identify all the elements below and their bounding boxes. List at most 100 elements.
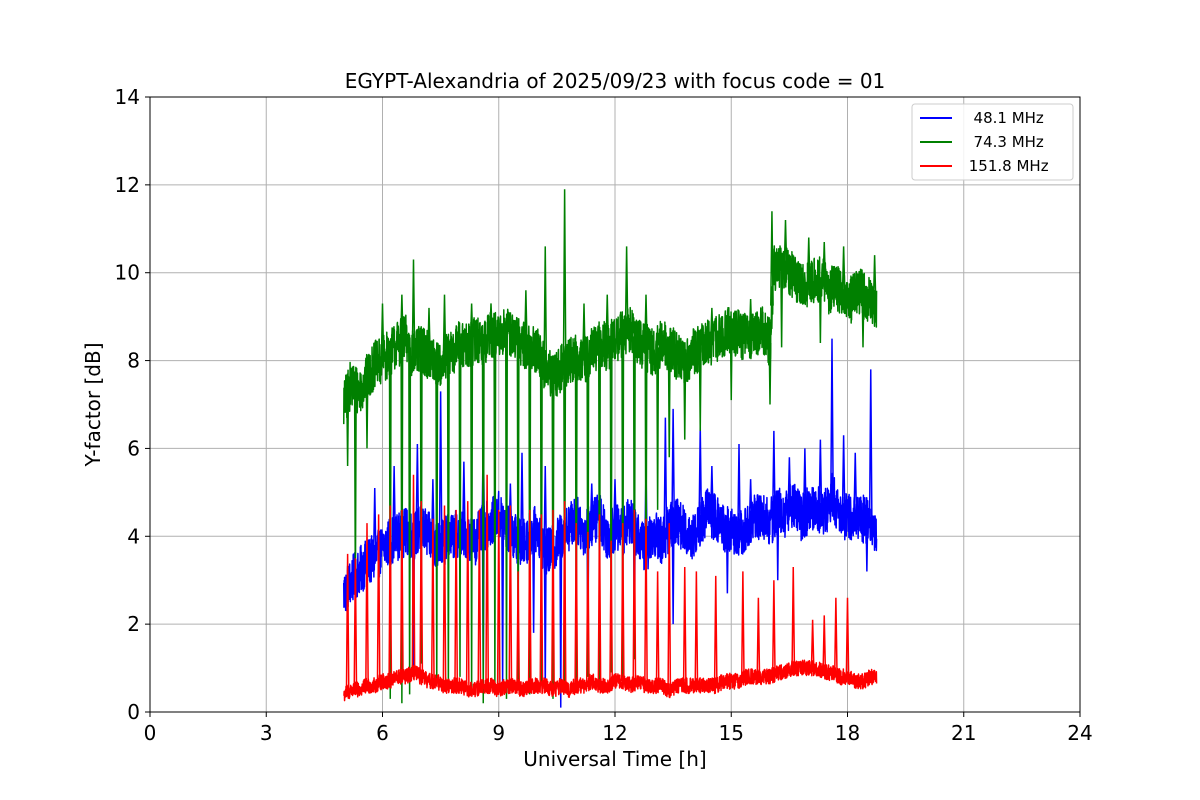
series-spike [841, 246, 846, 295]
series-spike [430, 479, 435, 541]
series-spike [442, 505, 447, 686]
series-spike [822, 241, 827, 284]
legend: 48.1 MHz 74.3 MHz 151.8 MHz [911, 103, 1074, 181]
series-spike [516, 571, 521, 688]
series-line [343, 245, 878, 425]
series-dip [725, 529, 729, 594]
x-axis-label: Universal Time [h] [523, 747, 706, 771]
series-spike [508, 312, 513, 335]
series-spike [539, 514, 544, 686]
x-tick-label: 12 [602, 721, 627, 745]
series-dip [493, 336, 497, 691]
x-tick-label: 0 [144, 721, 157, 745]
series-spike [822, 615, 827, 673]
series-spike [461, 461, 466, 535]
series-spike [818, 439, 823, 510]
series-spike [489, 303, 493, 335]
x-tick-label: 9 [492, 721, 505, 745]
series-dip [609, 342, 613, 673]
series-spike [399, 294, 404, 341]
series-dip [481, 342, 485, 704]
legend-label: 74.3 MHz [964, 133, 1044, 151]
x-tick-label: 6 [376, 721, 389, 745]
x-tick-label: 18 [835, 721, 860, 745]
series-spike [609, 540, 614, 684]
series-spike [582, 303, 586, 361]
series-spike [771, 580, 776, 675]
series-dip [346, 393, 350, 467]
series-spike [872, 255, 877, 303]
series-dip [667, 347, 671, 458]
y-tick-label: 10 [115, 261, 140, 285]
y-tick-label: 8 [127, 349, 140, 373]
series-dip [435, 364, 439, 686]
series-spike [589, 483, 594, 524]
series-dip [408, 347, 412, 695]
series-spike [438, 391, 443, 543]
series-dip [683, 360, 687, 440]
series-spike [469, 303, 474, 344]
series-spike [694, 571, 699, 686]
series-dip [818, 277, 822, 344]
series-dip [551, 378, 555, 699]
series-spike [353, 558, 358, 691]
series-dip [532, 531, 536, 633]
series-spike [523, 290, 528, 346]
series-spike [411, 259, 416, 357]
series-spike [477, 509, 482, 688]
series-dip [780, 263, 784, 348]
series-layer [343, 189, 878, 708]
series-dip [344, 590, 348, 611]
series-dip [501, 520, 505, 686]
series-spike [388, 505, 393, 682]
series-spike [644, 518, 648, 686]
series-spike [345, 553, 350, 693]
series-dip [504, 329, 509, 699]
y-tick-label: 14 [115, 85, 140, 109]
series-spike [392, 465, 397, 539]
y-tick-label: 12 [115, 173, 140, 197]
series-dip [470, 342, 474, 695]
series-spike [597, 514, 602, 686]
series-dip [388, 351, 392, 699]
series-spike [740, 571, 745, 680]
series-spike [830, 338, 834, 497]
series-spike [841, 435, 846, 515]
series-spike [737, 444, 741, 537]
series-spike [442, 294, 447, 361]
series-dip [586, 356, 590, 677]
series-spike [585, 531, 590, 684]
series-dip [729, 329, 733, 401]
series-dip [671, 523, 675, 625]
legend-label: 151.8 MHz [964, 157, 1049, 175]
series-dip [400, 340, 404, 704]
series-spike [574, 523, 579, 686]
series-spike [399, 509, 404, 677]
series-spike [644, 294, 648, 348]
series-dip [698, 347, 702, 431]
legend-box [911, 103, 1074, 181]
series-spike [543, 246, 548, 370]
series-spike [508, 505, 513, 686]
series-spike [527, 509, 532, 686]
series-spike [833, 597, 838, 675]
series-spike [562, 189, 567, 365]
y-tick-label: 2 [127, 612, 140, 636]
series-spike [520, 452, 524, 546]
series-spike [783, 219, 788, 269]
series-spike [748, 299, 753, 337]
series-spike [376, 514, 381, 684]
series-spike [806, 237, 811, 284]
series-dip [865, 520, 869, 572]
series-spike [562, 501, 567, 688]
series-dip [365, 378, 369, 449]
series-spike [655, 571, 660, 686]
series-spike [632, 509, 637, 684]
series-spike [709, 307, 714, 341]
series-spike [485, 474, 490, 686]
series-spike [372, 487, 377, 559]
series-dip [543, 553, 547, 691]
series-spike [802, 448, 807, 515]
series-spike [427, 307, 431, 357]
chart-title: EGYPT-Alexandria of 2025/09/23 with focu… [345, 69, 886, 93]
